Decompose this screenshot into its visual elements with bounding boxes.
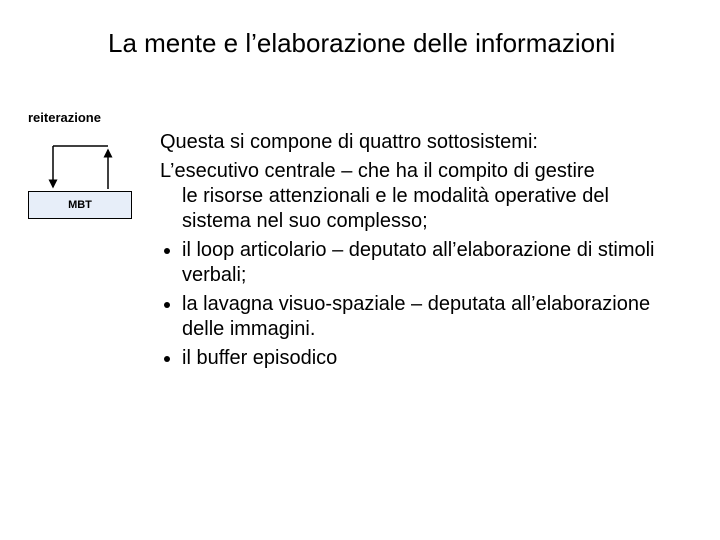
bullet-list: il loop articolario – deputato all’elabo… <box>160 238 680 371</box>
exec-line-1: L’esecutivo centrale – che ha il compito… <box>160 160 595 182</box>
lead-line: Questa si compone di quattro sottosistem… <box>160 130 680 155</box>
bullet-item: il loop articolario – deputato all’elabo… <box>182 238 680 288</box>
bullet-item: il buffer episodico <box>182 346 680 371</box>
executive-line: L’esecutivo centrale – che ha il compito… <box>160 159 680 234</box>
reiteration-diagram: MBT <box>28 131 158 231</box>
reiterazione-label: reiterazione <box>28 110 150 125</box>
slide: La mente e l’elaborazione delle informaz… <box>0 0 720 540</box>
body-text: Questa si compone di quattro sottosistem… <box>160 130 680 375</box>
exec-line-2: le risorse attenzionali e le modalità op… <box>160 184 680 234</box>
bullet-item: la lavagna visuo-spaziale – deputata all… <box>182 292 680 342</box>
slide-title: La mente e l’elaborazione delle informaz… <box>108 28 680 59</box>
mbt-box: MBT <box>28 191 132 219</box>
left-column: reiterazione MBT <box>20 110 150 231</box>
